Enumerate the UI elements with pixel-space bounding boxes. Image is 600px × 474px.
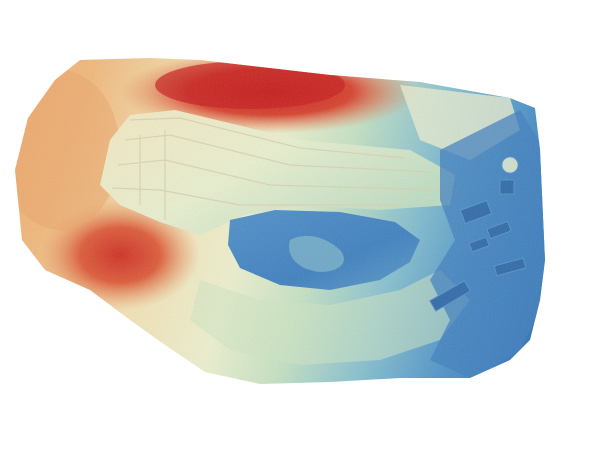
elevation-map-svg	[15, 58, 545, 384]
hillshade-texture	[15, 58, 545, 384]
elevation-map	[15, 58, 545, 384]
terrain-surface	[15, 58, 545, 384]
